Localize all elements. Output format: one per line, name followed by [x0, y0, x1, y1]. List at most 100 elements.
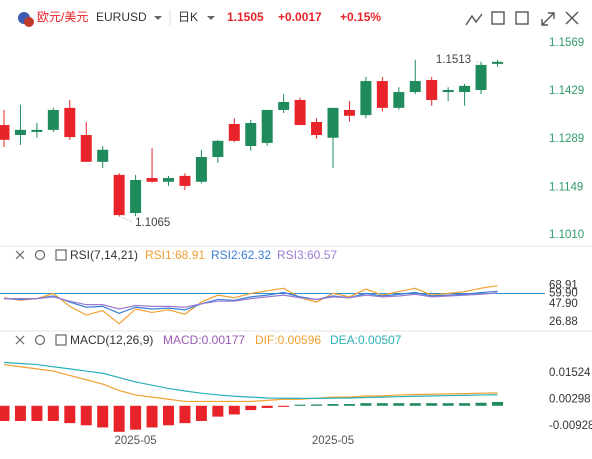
legend-entry: RSI3:60.57 [277, 248, 337, 262]
close-indicator[interactable] [15, 335, 25, 345]
y-tick-label: 68.91 [549, 280, 578, 292]
y-tick-label: -0.00928 [549, 420, 592, 432]
candle-body [212, 140, 224, 158]
series-line [3, 363, 498, 403]
candle-body [294, 99, 306, 126]
y-tick-label: 47.90 [549, 298, 578, 310]
macd-bar [31, 405, 43, 421]
candle-body [376, 81, 388, 108]
candle-body [360, 81, 372, 116]
candle-body [80, 135, 92, 162]
x-tick-label: 2025-05 [312, 435, 354, 447]
macd-bar [80, 405, 92, 426]
dropdown[interactable] [207, 16, 215, 20]
candle-body [278, 102, 290, 110]
macd-bar [163, 405, 174, 426]
series-line [3, 285, 498, 325]
close-indicator[interactable] [15, 250, 25, 260]
y-tick-label: 1.1149 [549, 181, 583, 193]
candle-body [426, 80, 438, 100]
candle-body [245, 122, 257, 147]
candle-body [113, 174, 125, 216]
fullscreen[interactable] [541, 12, 555, 26]
macd-bar [442, 403, 454, 406]
legend-entry: RSI1:68.91 [145, 248, 205, 262]
candle-body [343, 109, 355, 116]
candle-body [163, 177, 174, 182]
period[interactable]: 日K [178, 10, 198, 24]
series-line [4, 292, 498, 310]
macd-bar [97, 405, 109, 428]
macd-bar [146, 405, 158, 428]
macd-bar [261, 405, 273, 408]
y-tick-label: 1.1289 [549, 133, 584, 145]
macd-bar [294, 404, 306, 406]
candle-body [261, 109, 273, 143]
macd-bar [376, 403, 388, 406]
y-tick-label: 59.90 [549, 288, 578, 300]
macd-bar [459, 403, 471, 406]
candle-body [130, 180, 142, 214]
candle-body [228, 124, 240, 141]
macd-bar [47, 405, 59, 421]
candle-body [311, 121, 323, 136]
candle-body [459, 85, 471, 93]
y-tick-label: 1.1429 [549, 85, 584, 97]
legend-entry: RSI2:62.32 [211, 248, 271, 262]
title: MACD(12,26,9) [70, 333, 153, 347]
macd-bar [14, 405, 26, 421]
toolbar [0, 0, 592, 35]
legend-entry: DIF:0.00596 [255, 333, 321, 347]
macd-bar [212, 405, 224, 417]
macd-bar [393, 403, 405, 406]
candle-body [64, 107, 76, 138]
macd-bar [492, 401, 503, 406]
macd-bar [278, 405, 290, 407]
indicator-settings[interactable] [34, 249, 46, 261]
indicator-menu[interactable] [55, 249, 67, 261]
macd-bar [179, 405, 191, 424]
candle-body [14, 129, 26, 136]
macd-bar [0, 405, 10, 421]
series-line [3, 361, 498, 400]
candle-body [393, 92, 405, 108]
y-tick-label: 0.01524 [549, 367, 591, 379]
series-line [3, 290, 498, 314]
draw-tool[interactable] [465, 13, 483, 26]
annotation: 1.1513 [436, 54, 471, 66]
y-tick-label: 26.88 [549, 316, 578, 328]
candle-body [179, 175, 191, 186]
x-tick-label: 2025-05 [114, 435, 156, 447]
macd-bar [64, 405, 76, 424]
indicator-menu[interactable] [55, 334, 67, 346]
change: +0.0017 [278, 10, 322, 24]
candle-body [442, 89, 454, 93]
macd-bar [311, 404, 323, 406]
legend-entry: DEA:0.00507 [330, 333, 402, 347]
candle-body [409, 81, 421, 93]
flag-us [24, 17, 34, 27]
title: RSI(7,14,21) [70, 248, 138, 262]
macd-bar [245, 405, 257, 411]
annotation-leader [118, 215, 134, 223]
annotation: 1.1065 [135, 217, 170, 229]
dropdown[interactable] [154, 16, 162, 20]
indicator-settings[interactable] [34, 334, 46, 346]
macd-bar [475, 402, 487, 406]
settings-tool[interactable] [515, 11, 529, 25]
candle-body [327, 107, 339, 138]
candle-body [146, 177, 158, 182]
indicator-tool[interactable] [491, 11, 505, 25]
y-tick-label: 0.00298 [549, 393, 591, 405]
macd-bar [426, 403, 438, 406]
close[interactable] [565, 11, 579, 25]
candle-body [0, 125, 10, 140]
candle-body [47, 109, 59, 130]
pair-name[interactable]: 欧元/美元 [37, 10, 88, 24]
macd-bar [113, 405, 125, 432]
candle-body [31, 129, 43, 132]
symbol[interactable]: EURUSD [96, 10, 147, 24]
y-tick-label: 1.1569 [549, 37, 584, 49]
